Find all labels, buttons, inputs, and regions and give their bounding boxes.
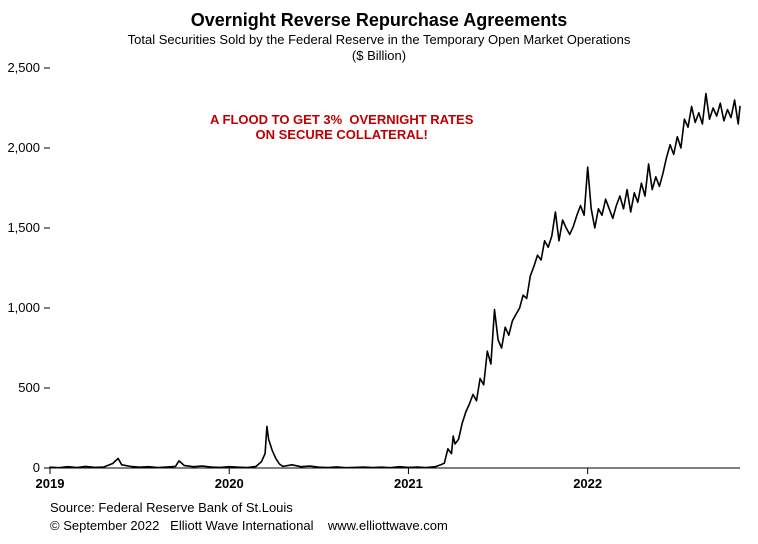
- chart-subtitle-line1: Total Securities Sold by the Federal Res…: [0, 32, 758, 47]
- svg-text:2020: 2020: [215, 476, 244, 491]
- footer-source: Source: Federal Reserve Bank of St.Louis: [50, 500, 293, 515]
- chart-annotation: A FLOOD TO GET 3% OVERNIGHT RATES ON SEC…: [210, 112, 473, 142]
- svg-text:1,500: 1,500: [7, 220, 40, 235]
- chart-title: Overnight Reverse Repurchase Agreements: [0, 10, 758, 31]
- chart-svg: 05001,0001,5002,0002,5002019202020212022: [0, 0, 758, 544]
- chart-subtitle-line2: ($ Billion): [0, 48, 758, 63]
- svg-text:2021: 2021: [394, 476, 423, 491]
- svg-text:0: 0: [33, 460, 40, 475]
- svg-text:1,000: 1,000: [7, 300, 40, 315]
- footer-copyright: © September 2022 Elliott Wave Internatio…: [50, 518, 448, 533]
- svg-text:2022: 2022: [573, 476, 602, 491]
- svg-text:2019: 2019: [36, 476, 65, 491]
- chart-container: Overnight Reverse Repurchase Agreements …: [0, 0, 758, 544]
- svg-text:2,000: 2,000: [7, 140, 40, 155]
- svg-text:500: 500: [18, 380, 40, 395]
